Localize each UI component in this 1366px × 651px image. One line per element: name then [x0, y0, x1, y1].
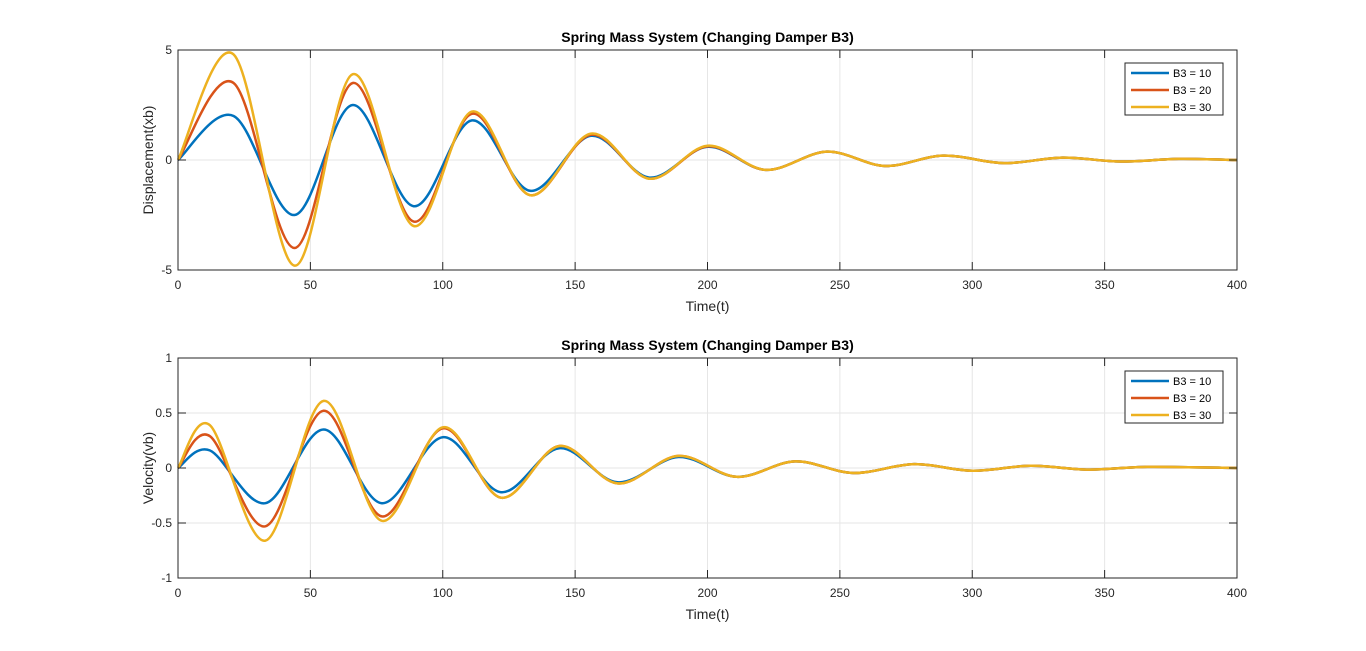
series-lines: [176, 399, 1238, 542]
y-tick-label: 0.5: [155, 406, 172, 420]
series-line-3: [176, 399, 1238, 542]
x-tick-label: 350: [1095, 278, 1115, 292]
x-tick-label: 250: [830, 278, 850, 292]
x-tick-label: 200: [697, 586, 717, 600]
x-tick-label: 350: [1095, 586, 1115, 600]
y-tick-label: 0: [165, 461, 172, 475]
legend-entry: B3 = 10: [1173, 376, 1211, 388]
y-tick-label: 1: [165, 351, 172, 365]
x-tick-label: 100: [433, 586, 453, 600]
legend-entry: B3 = 10: [1173, 68, 1211, 80]
legend-entry: B3 = 20: [1173, 85, 1211, 97]
x-tick-label: 0: [175, 586, 182, 600]
x-tick-label: 50: [304, 278, 318, 292]
legend-entry: B3 = 30: [1173, 102, 1211, 114]
y-tick-label: -0.5: [151, 516, 172, 530]
x-tick-label: 250: [830, 586, 850, 600]
chart-title: Spring Mass System (Changing Damper B3): [561, 29, 854, 45]
x-tick-label: 0: [175, 278, 182, 292]
x-tick-label: 400: [1227, 278, 1247, 292]
x-axis-label: Time(t): [686, 606, 730, 622]
chart-title: Spring Mass System (Changing Damper B3): [561, 337, 854, 353]
y-axis-label: Displacement(xb): [140, 106, 156, 215]
x-tick-label: 300: [962, 278, 982, 292]
y-tick-label: -5: [161, 263, 172, 277]
x-tick-label: 200: [697, 278, 717, 292]
x-tick-label: 400: [1227, 586, 1247, 600]
x-tick-label: 150: [565, 278, 585, 292]
x-tick-label: 300: [962, 586, 982, 600]
x-tick-label: 50: [304, 586, 318, 600]
plot-velocity: 0 50 100 150 200 250 300 350 400 -1 -0.5 0 0.5 1 Sprin…: [140, 337, 1247, 622]
legend-entry: B3 = 30: [1173, 410, 1211, 422]
series-lines: [176, 51, 1238, 267]
legend-entry: B3 = 20: [1173, 393, 1211, 405]
series-line-3: [176, 51, 1238, 267]
x-tick-label: 150: [565, 586, 585, 600]
y-tick-label: 5: [165, 43, 172, 57]
x-axis-label: Time(t): [686, 298, 730, 314]
y-tick-label: -1: [161, 571, 172, 585]
legend: B3 = 10 B3 = 20 B3 = 30: [1124, 62, 1224, 116]
x-tick-label: 100: [433, 278, 453, 292]
y-tick-label: 0: [165, 153, 172, 167]
legend: B3 = 10 B3 = 20 B3 = 30: [1124, 370, 1224, 424]
y-axis-label: Velocity(vb): [140, 432, 156, 504]
